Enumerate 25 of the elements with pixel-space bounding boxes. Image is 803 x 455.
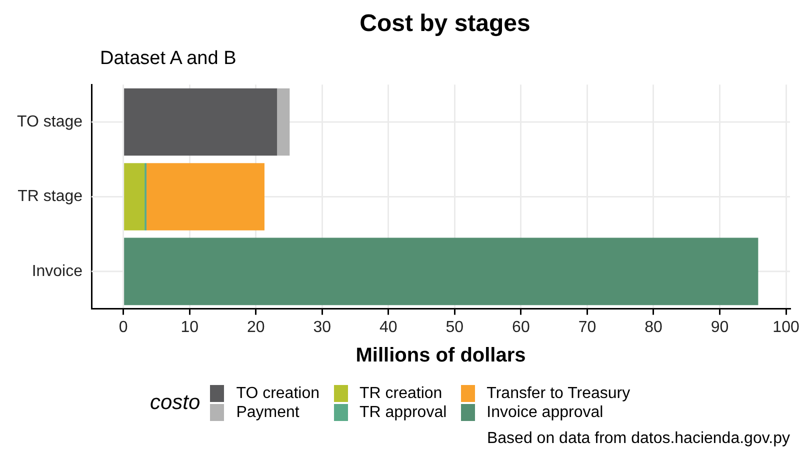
x-tick-label: 60: [512, 318, 530, 336]
x-tick-label: 10: [180, 318, 199, 336]
legend-label: Payment: [236, 404, 300, 422]
legend-label: Transfer to Treasury: [486, 384, 630, 402]
chart-title: Cost by stages: [358, 10, 532, 38]
text: Based on data from datos.hacienda.gov.py: [486, 430, 790, 448]
y-tick-label: TR stage: [18, 188, 83, 206]
chart-subtitle: Dataset A and B: [100, 48, 236, 70]
x-axis-title: Millions of dollars: [356, 344, 526, 367]
legend-label: TR creation: [360, 384, 442, 402]
x-tick-label: 100: [772, 318, 800, 336]
legend-label: TO creation: [236, 384, 320, 402]
x-tick-label: 20: [246, 318, 265, 336]
x-tick-label: 50: [446, 318, 464, 336]
legend-label: TR approval: [360, 404, 447, 422]
y-tick-label: Invoice: [32, 262, 83, 280]
x-tick-label: 0: [118, 318, 128, 336]
x-tick-label: 90: [710, 318, 729, 336]
x-tick-label: 70: [578, 318, 596, 336]
legend-label: Invoice approval: [486, 404, 604, 422]
y-tick-label: TO stage: [17, 113, 83, 130]
x-tick-label: 30: [313, 318, 332, 336]
legend-title: costo: [150, 391, 200, 415]
x-tick-label: 80: [644, 318, 662, 336]
x-tick-label: 40: [380, 318, 398, 336]
